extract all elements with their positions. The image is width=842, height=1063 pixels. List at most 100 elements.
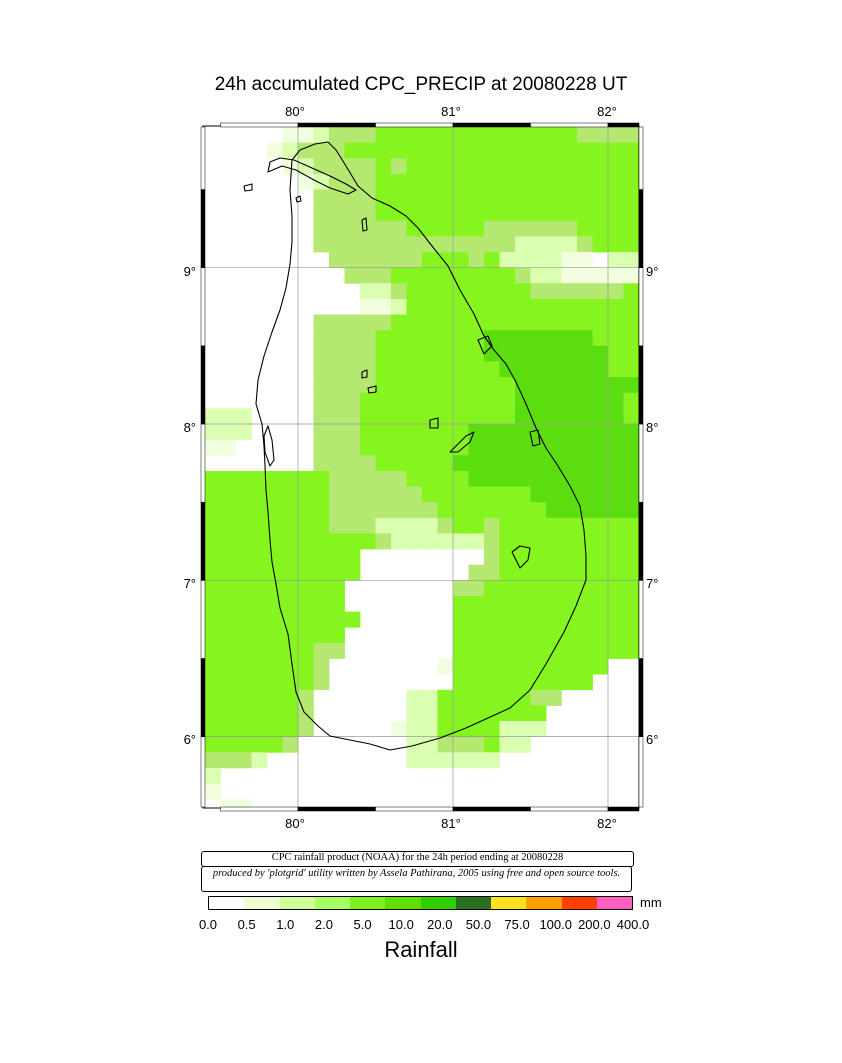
rain-cell	[251, 674, 268, 691]
rain-cell	[468, 173, 485, 190]
rain-cell	[313, 549, 330, 566]
rain-cell	[329, 189, 345, 206]
rain-cell	[577, 189, 593, 206]
rain-cell	[220, 470, 237, 487]
rain-cell	[236, 549, 252, 566]
rain-cell	[391, 330, 407, 347]
rain-cell	[577, 596, 593, 612]
rain-cell	[406, 486, 423, 503]
rain-cell	[282, 502, 299, 519]
rain-cell	[220, 658, 237, 675]
rain-cell	[437, 392, 454, 409]
rain-cell	[623, 627, 640, 644]
rain-cell	[468, 674, 485, 691]
rain-cell	[313, 189, 330, 206]
rain-cell	[499, 580, 516, 597]
rain-cell	[453, 470, 469, 487]
rain-cell	[546, 267, 562, 284]
rain-cell	[608, 158, 624, 175]
rain-cell	[344, 439, 361, 456]
rain-cell	[422, 205, 438, 222]
rain-cell	[375, 127, 392, 143]
rain-cell	[623, 299, 640, 315]
rain-cell	[360, 252, 376, 269]
rain-cell	[437, 345, 454, 362]
rain-cell	[391, 408, 407, 425]
rain-cell	[453, 345, 469, 362]
rain-cell	[577, 408, 593, 425]
rain-cell	[453, 658, 469, 675]
rain-cell	[484, 455, 500, 472]
rain-cell	[499, 721, 516, 737]
rain-cell	[577, 658, 593, 675]
frame-tick-segment	[200, 345, 206, 425]
lon-tick-bottom-81: 81°	[441, 816, 461, 831]
rain-cell	[360, 314, 376, 331]
rain-cell	[530, 674, 547, 691]
rain-cell	[623, 580, 640, 597]
rain-cell	[515, 189, 531, 206]
rain-cell	[592, 533, 609, 550]
rain-cell	[468, 205, 485, 222]
rain-cell	[623, 205, 640, 222]
rain-cell	[577, 205, 593, 222]
rain-cell	[360, 299, 376, 315]
rain-cell	[453, 674, 469, 691]
rain-cell	[608, 236, 624, 253]
rain-cell	[422, 533, 438, 550]
rain-cell	[344, 424, 361, 440]
rain-cell	[205, 611, 221, 628]
rain-cell	[422, 173, 438, 190]
rain-cell	[546, 549, 562, 566]
rain-cell	[422, 689, 438, 706]
rain-cell	[329, 377, 345, 394]
legend-swatch	[561, 897, 597, 909]
rain-cell	[546, 424, 562, 440]
rain-cell	[623, 455, 640, 472]
rain-cell	[360, 517, 376, 534]
rain-cell	[282, 689, 299, 706]
rain-cell	[468, 627, 485, 644]
rain-cell	[344, 392, 361, 409]
rain-cell	[453, 502, 469, 519]
rain-cell	[422, 142, 438, 159]
rain-cell	[205, 533, 221, 550]
rain-cell	[577, 517, 593, 534]
rain-cell	[592, 564, 609, 581]
rain-cell	[251, 549, 268, 566]
rain-cell	[313, 455, 330, 472]
rain-cell	[515, 361, 531, 378]
rain-cell	[205, 752, 221, 769]
frame-tick-segment	[638, 423, 644, 503]
rain-cell	[313, 439, 330, 456]
legend-swatch	[350, 897, 386, 909]
rain-cell	[375, 392, 392, 409]
rain-cell	[375, 408, 392, 425]
rain-cell	[592, 377, 609, 394]
rain-cell	[592, 517, 609, 534]
rain-cell	[422, 361, 438, 378]
rain-cell	[530, 189, 547, 206]
frame-tick-segment	[200, 423, 206, 503]
jaffna-peninsula	[267, 157, 357, 195]
rain-cell	[499, 267, 516, 284]
rain-cell	[561, 377, 578, 394]
rain-cell	[561, 361, 578, 378]
rain-cell	[623, 142, 640, 159]
rain-cell	[298, 533, 314, 550]
rain-cell	[530, 596, 547, 612]
rain-cell	[499, 611, 516, 628]
rain-cell	[608, 173, 624, 190]
rain-cell	[453, 486, 469, 503]
rain-cell	[592, 455, 609, 472]
rain-cell	[608, 392, 624, 409]
lon-tick-top-81: 81°	[441, 104, 461, 119]
rain-cell	[484, 330, 500, 347]
rainfall-color-scale	[208, 896, 633, 910]
rain-cell	[592, 392, 609, 409]
rain-cell	[313, 314, 330, 331]
rain-cell	[484, 689, 500, 706]
rain-cell	[592, 220, 609, 237]
rain-cell	[468, 392, 485, 409]
rain-cell	[530, 455, 547, 472]
